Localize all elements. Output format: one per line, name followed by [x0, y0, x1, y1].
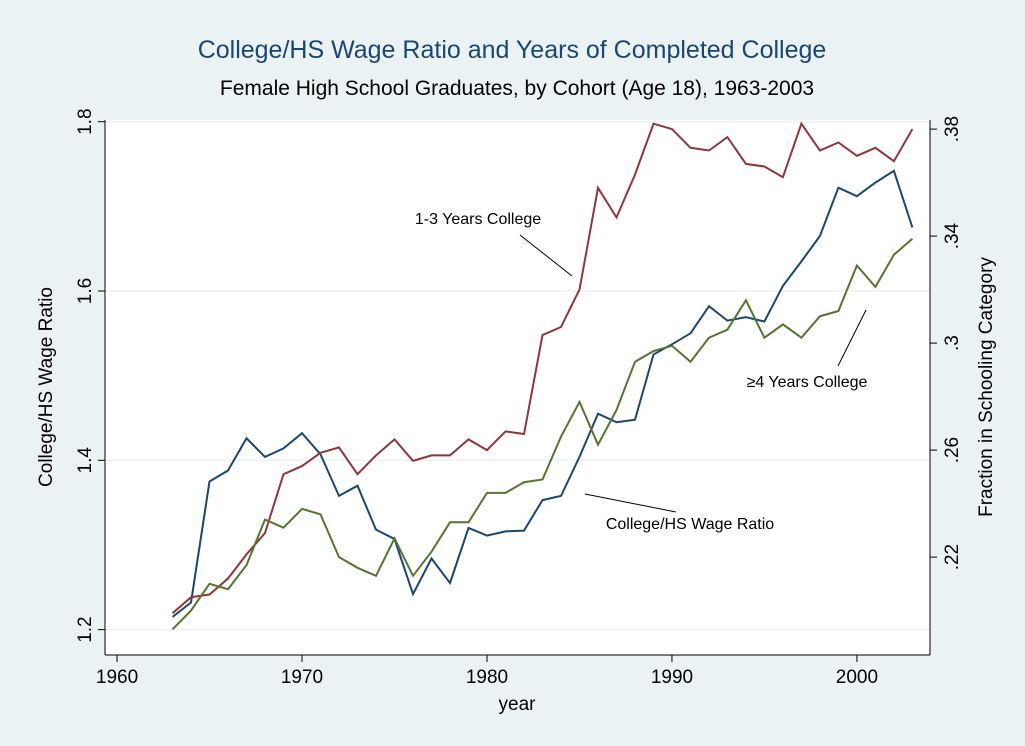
annotation: ≥4 Years College — [747, 374, 868, 391]
chart-title: College/HS Wage Ratio and Years of Compl… — [198, 36, 827, 64]
y2-tick-label: .34 — [942, 222, 963, 249]
series-line — [171, 169, 914, 618]
annotation-leader — [584, 493, 677, 513]
x-tick-label: 1990 — [651, 667, 693, 688]
y-tick-label: 1.2 — [75, 616, 96, 642]
x-tick-label: 1980 — [466, 667, 508, 688]
series-line — [171, 121, 914, 615]
y2-tick-label: .38 — [942, 116, 963, 142]
y-tick-label: 1.6 — [75, 278, 96, 304]
x-axis-label: year — [499, 694, 537, 715]
y2-axis-label: Fraction in Schooling Category — [976, 257, 997, 517]
x-tick-label: 1960 — [96, 667, 138, 688]
x-tick-label: 2000 — [836, 667, 878, 688]
plot-area — [105, 120, 930, 655]
y2-tick-label: .26 — [942, 437, 963, 463]
grid — [105, 120, 930, 631]
annotation-leader — [519, 234, 573, 277]
chart-subtitle: Female High School Graduates, by Cohort … — [220, 77, 814, 100]
annotation: 1-3 Years College — [415, 211, 541, 228]
annotation-leader — [837, 309, 867, 367]
x-tick-label: 1970 — [281, 667, 323, 688]
y-tick-label: 1.4 — [75, 447, 96, 474]
annotation: College/HS Wage Ratio — [606, 516, 774, 533]
y2-tick-label: .22 — [942, 544, 963, 570]
series-line — [171, 238, 914, 631]
y2-tick-label: .3 — [942, 335, 963, 351]
y-tick-label: 1.8 — [75, 108, 96, 134]
y-axis-label: College/HS Wage Ratio — [36, 287, 57, 487]
